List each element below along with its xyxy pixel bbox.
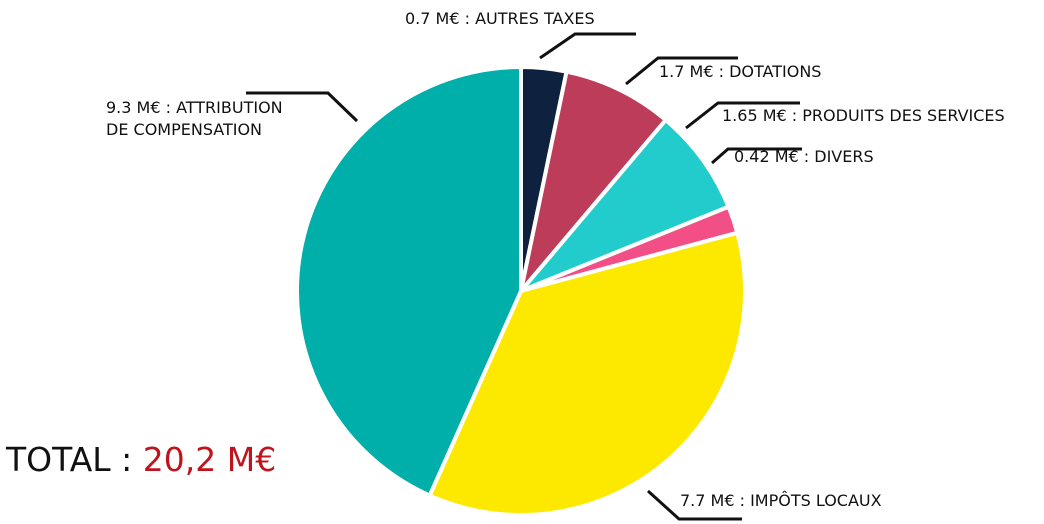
slice-label-dotations: 1.7 M€ : DOTATIONS bbox=[659, 62, 822, 81]
slice-label-attribution-line1: 9.3 M€ : ATTRIBUTION bbox=[106, 98, 283, 117]
slice-label-produits-services: 1.65 M€ : PRODUITS DES SERVICES bbox=[722, 106, 1005, 125]
leader-line-divers bbox=[711, 147, 802, 165]
total-amount: 20,2 M€ bbox=[142, 440, 277, 479]
pie-slice-produits-services bbox=[519, 118, 731, 293]
pie-slice-impots-locaux bbox=[427, 230, 747, 517]
total-prefix: TOTAL : bbox=[6, 440, 143, 479]
slice-label-impots-locaux: 7.7 M€ : IMPÔTS LOCAUX bbox=[680, 491, 882, 510]
leader-line-impots-locaux bbox=[646, 489, 742, 521]
total-label: TOTAL : 20,2 M€ bbox=[6, 440, 276, 479]
leader-lines bbox=[246, 32, 802, 521]
slice-label-attribution: 9.3 M€ : ATTRIBUTION DE COMPENSATION bbox=[106, 97, 283, 141]
pie-slice-attribution bbox=[295, 65, 523, 498]
leader-line-autres-taxes bbox=[539, 32, 636, 60]
leader-line-attribution bbox=[246, 91, 359, 123]
leader-line-dotations bbox=[625, 56, 738, 86]
slice-label-autres-taxes: 0.7 M€ : AUTRES TAXES bbox=[405, 9, 595, 28]
leader-line-produits-services bbox=[685, 101, 800, 130]
slice-label-divers: 0.42 M€ : DIVERS bbox=[734, 147, 874, 166]
pie-slices bbox=[295, 65, 747, 517]
pie-slice-dotations bbox=[519, 69, 668, 293]
slice-label-attribution-line2: DE COMPENSATION bbox=[106, 120, 263, 139]
